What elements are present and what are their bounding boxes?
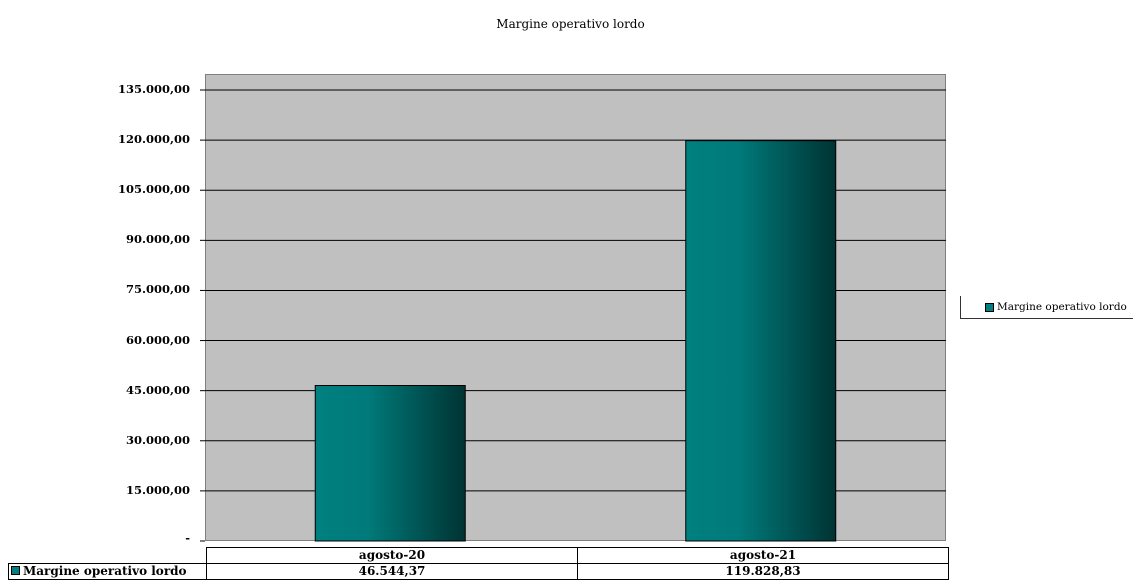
y-tick-label: 135.000,00 — [117, 82, 190, 96]
bar-agosto-20 — [314, 385, 466, 542]
y-tick-label: 15.000,00 — [125, 482, 190, 497]
legend: Margine operativo lordo — [960, 296, 1133, 319]
legend-key — [11, 566, 20, 575]
y-tick-label: 75.000,00 — [125, 282, 190, 297]
data-table-value: 46.544,37 — [206, 563, 578, 580]
data-table-value-row: Margine operativo lordo 46.544,37 119.82… — [8, 563, 949, 580]
legend-key — [985, 302, 994, 312]
data-table-series-label: Margine operativo lordo — [8, 563, 207, 580]
chart-title: Margine operativo lordo — [496, 17, 645, 31]
data-table-category: agosto-20 — [206, 547, 578, 564]
data-table-series-name: Margine operativo lordo — [23, 564, 187, 578]
y-tick-label: 105.000,00 — [117, 182, 190, 197]
y-tick-label: 120.000,00 — [117, 132, 190, 147]
data-table: agosto-20 agosto-21 Margine operativo lo… — [8, 547, 949, 580]
data-table-header-row: agosto-20 agosto-21 — [9, 547, 949, 564]
data-table-category: agosto-21 — [577, 547, 949, 564]
y-tick-label: 45.000,00 — [125, 382, 190, 397]
bar-agosto-21 — [685, 140, 837, 542]
y-tick-label: 30.000,00 — [125, 432, 190, 447]
legend-label: Margine operativo lordo — [997, 301, 1127, 313]
bars — [314, 140, 837, 542]
data-table-corner — [9, 548, 207, 564]
y-tick-label: 60.000,00 — [125, 332, 190, 347]
y-tick-label: 90.000,00 — [125, 232, 190, 247]
data-table-value: 119.828,83 — [577, 563, 949, 580]
y-tick-label: - — [185, 531, 190, 545]
